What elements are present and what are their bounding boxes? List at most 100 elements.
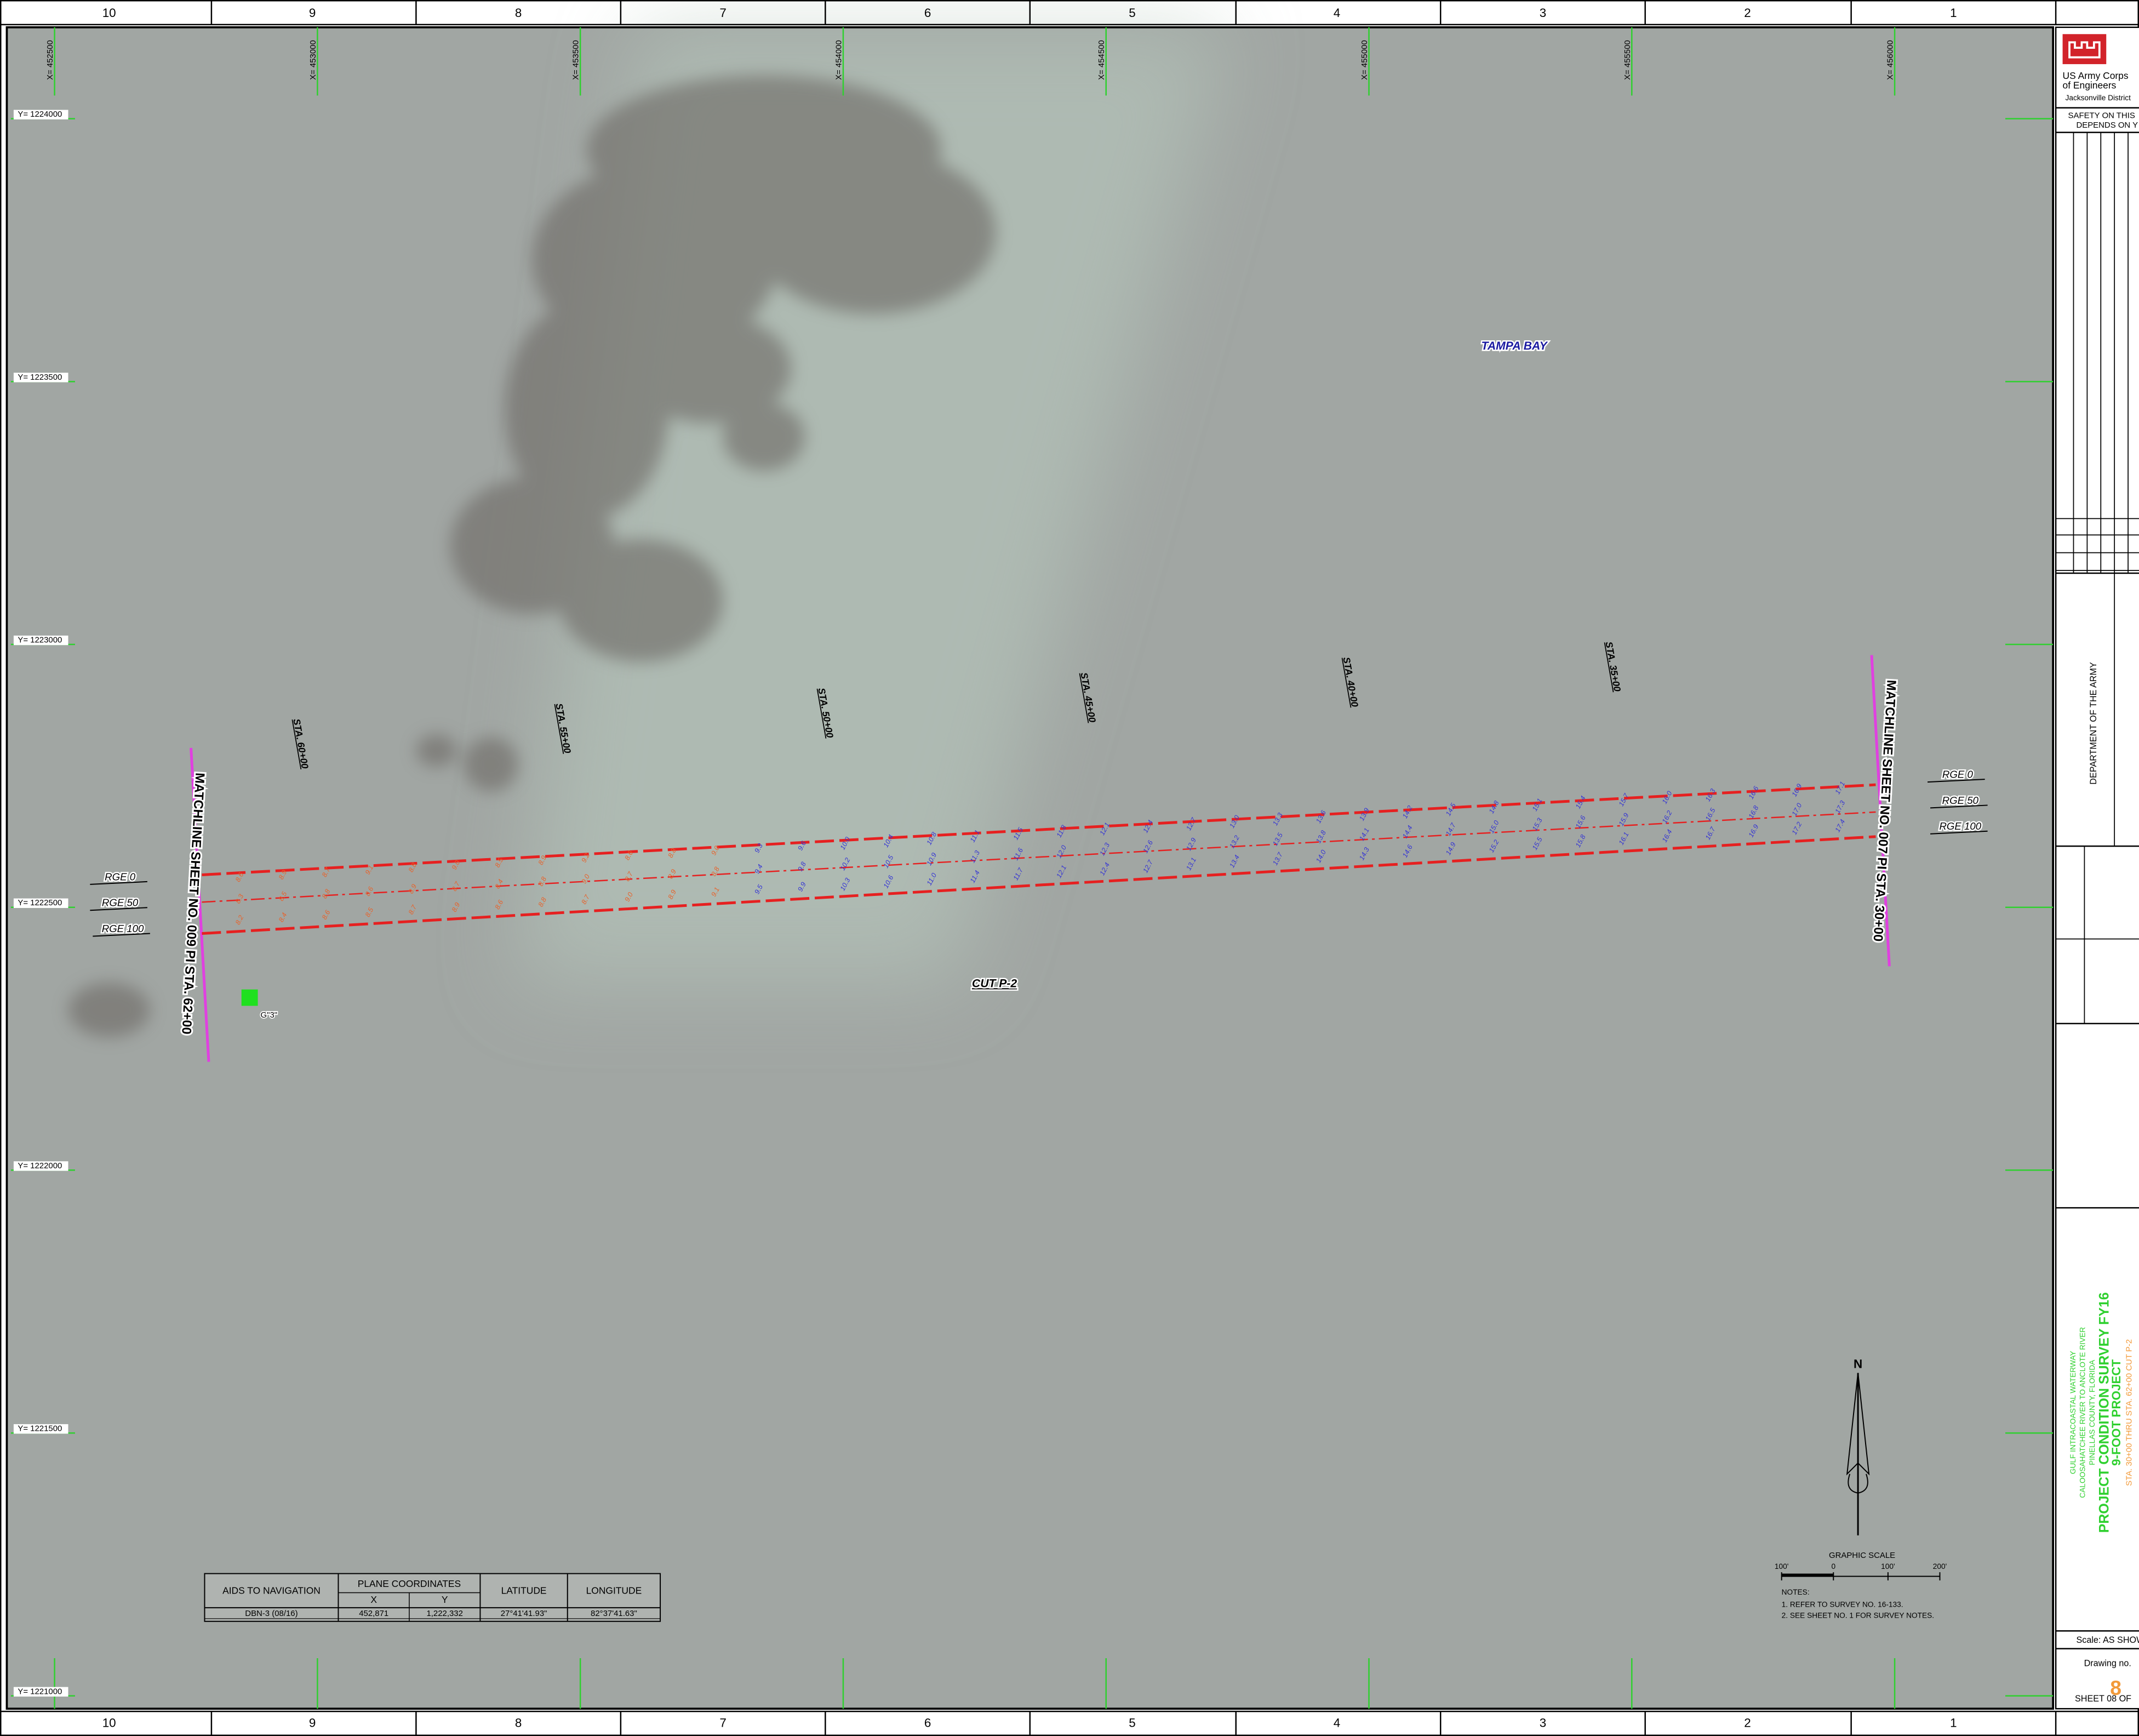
label-backing: [13, 635, 68, 646]
range-underline: [1928, 779, 1985, 783]
graphic-scale: GRAPHIC SCALE: [1781, 1551, 1940, 1577]
table-frame: [204, 1573, 661, 1622]
table-cell: 27°41'41.93": [501, 1609, 547, 1618]
y-coordinate-label: Y= 1222500: [18, 898, 62, 907]
range-underline: [1930, 804, 1988, 809]
column-label: 2: [1744, 6, 1751, 20]
column-label: 1: [1950, 6, 1957, 20]
table-subheader: Y: [442, 1594, 448, 1605]
column-label: 10: [102, 6, 116, 20]
note: 1. REFER TO SURVEY NO. 16-133.: [1782, 1601, 1903, 1609]
agency-text: US Army Corps: [2063, 70, 2129, 81]
map-frame: [5, 26, 2055, 1710]
scale-text: Scale: AS SHOWN: [2076, 1635, 2139, 1645]
column-label: 1: [1950, 1716, 1957, 1730]
y-coordinate-label: Y= 1221000: [18, 1687, 62, 1696]
matchline: [1870, 655, 1891, 967]
table-cell: 452,871: [359, 1609, 388, 1618]
range-label: RGE 100: [102, 923, 144, 934]
range-label: RGE 0: [105, 871, 136, 882]
table-header: AIDS TO NAVIGATION: [222, 1585, 321, 1596]
castle-icon: [2068, 41, 2101, 59]
project-limits: STA. 30+00 THRU STA. 62+00 CUT P-2: [2125, 1339, 2134, 1486]
x-coordinate-label: X= 453500: [571, 40, 581, 80]
water-body-label: TAMPA BAY: [1482, 340, 1548, 352]
column-label: 5: [1129, 6, 1135, 20]
column-label: 6: [924, 6, 931, 20]
column-label: 9: [309, 6, 316, 20]
north-arrow: N: [1846, 1357, 1870, 1535]
column-label: 7: [719, 6, 726, 20]
column-label: 5: [1129, 1716, 1135, 1730]
range-underline: [90, 881, 147, 885]
table-cell: 82°37'41.63": [591, 1609, 637, 1618]
title-block-frame: [2055, 26, 2139, 1710]
north-label: N: [1854, 1357, 1862, 1370]
safety-text: DEPENDS ON Y: [2076, 121, 2138, 130]
range-label: RGE 0: [1942, 769, 1974, 780]
notes: NOTES: 1. REFER TO SURVEY NO. 16-133. 2.…: [1782, 1588, 1934, 1619]
drawing-label: Drawing no.: [2084, 1658, 2131, 1668]
label-backing: [13, 373, 68, 382]
matchline: [190, 747, 210, 1062]
label-backing: [13, 898, 68, 908]
range-underline: [90, 907, 147, 911]
label-backing: [13, 1424, 68, 1434]
column-label: 8: [515, 1716, 522, 1730]
channel-line: [202, 811, 1876, 903]
column-label: 4: [1334, 1716, 1340, 1730]
x-coordinate-label: X= 456000: [1886, 40, 1895, 80]
agency-text: of Engineers: [2063, 80, 2117, 91]
x-coordinate-label: X= 453000: [308, 40, 318, 80]
table-cell: DBN-3 (08/16): [245, 1609, 298, 1618]
x-coordinate-label: X= 454000: [834, 40, 843, 80]
column-label: 7: [719, 1716, 726, 1730]
table-subheader: X: [370, 1594, 377, 1605]
label-backing: [13, 1161, 68, 1171]
y-coordinate-label: Y= 1223500: [18, 373, 62, 382]
x-coordinate-label: X= 455000: [1360, 40, 1369, 80]
column-label: 9: [309, 1716, 316, 1730]
channel-line: [202, 835, 1876, 935]
x-coordinate-label: X= 455500: [1623, 40, 1632, 80]
range-label: RGE 100: [1939, 820, 1981, 832]
column-label: 10: [102, 1716, 116, 1730]
note: 2. SEE SHEET NO. 1 FOR SURVEY NOTES.: [1782, 1611, 1934, 1619]
agency-text: Jacksonville District: [2066, 94, 2131, 102]
channel-line: [202, 783, 1876, 876]
range-label: RGE 50: [1942, 795, 1979, 806]
cut-label: CUT P-2: [972, 977, 1017, 990]
scale-label: 200': [1933, 1562, 1947, 1571]
label-backing: [13, 110, 68, 119]
notes-title: NOTES:: [1782, 1588, 1810, 1596]
revision-grid: [2056, 132, 2139, 574]
project-text: PINELLAS COUNTY, FLORIDA: [2088, 1360, 2096, 1465]
scale-title: GRAPHIC SCALE: [1829, 1551, 1895, 1560]
aid-marker: [241, 989, 258, 1006]
safety-text: SAFETY ON THIS: [2068, 111, 2135, 121]
project-title: PROJECT CONDITION SURVEY FY16: [2096, 1292, 2112, 1533]
x-coordinate-label: X= 452500: [45, 40, 55, 80]
table-header: LONGITUDE: [586, 1585, 642, 1596]
project-subtitle: 9-FOOT PROJECT: [2109, 1359, 2123, 1466]
islands: [68, 75, 996, 1037]
scale-label: 100': [1775, 1562, 1788, 1571]
scale-bar: [1781, 1573, 1834, 1577]
y-coordinate-label: Y= 1221500: [18, 1424, 62, 1434]
column-label: 4: [1334, 6, 1340, 20]
scale-label: 0: [1831, 1562, 1835, 1571]
range-underline: [93, 933, 150, 937]
drawing-number: 8: [2110, 1676, 2121, 1699]
y-coordinate-label: Y= 1224000: [18, 110, 62, 119]
project-text: GULF INTRACOASTAL WATERWAY: [2069, 1351, 2077, 1474]
column-label: 3: [1540, 6, 1546, 20]
range-underline: [1930, 830, 1988, 835]
column-label: 8: [515, 6, 522, 20]
arrow-tail: [1848, 1474, 1868, 1494]
column-label: 2: [1744, 1716, 1751, 1730]
project-text: CALOOSAHATCHEE RIVER TO ANCLOTE RIVER: [2079, 1327, 2087, 1498]
table-header: LATITUDE: [501, 1585, 547, 1596]
label-backing: [13, 1687, 68, 1697]
sheet-number: SHEET 08 OF: [2075, 1694, 2131, 1704]
